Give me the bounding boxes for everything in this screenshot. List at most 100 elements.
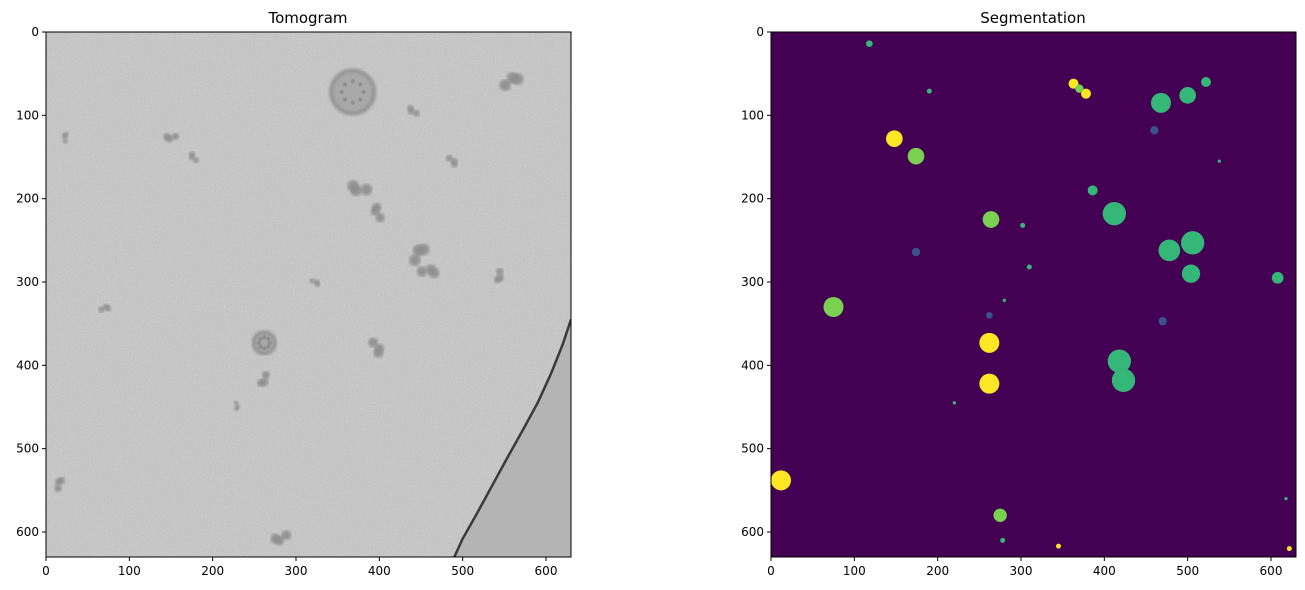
y-tick-label: 600 bbox=[16, 525, 39, 539]
segment-35 bbox=[1286, 546, 1292, 552]
x-tick-label: 200 bbox=[201, 564, 224, 578]
cluster-14 bbox=[270, 530, 291, 545]
cluster-11 bbox=[98, 304, 111, 313]
cluster-2 bbox=[347, 180, 372, 196]
segmentation-title: Segmentation bbox=[980, 9, 1085, 27]
x-tick-label: 500 bbox=[451, 564, 474, 578]
segment-17 bbox=[1181, 264, 1201, 283]
segment-27 bbox=[926, 88, 932, 94]
segment-26 bbox=[986, 312, 993, 319]
x-tick-label: 300 bbox=[1010, 564, 1033, 578]
segment-12 bbox=[1179, 87, 1196, 104]
segment-13 bbox=[1201, 77, 1211, 87]
segment-7 bbox=[982, 211, 1000, 228]
y-tick-label: 200 bbox=[741, 192, 764, 206]
segmentation-segments bbox=[771, 40, 1292, 552]
segment-29 bbox=[1020, 222, 1026, 228]
y-tick-label: 100 bbox=[16, 108, 39, 122]
vesicle-0 bbox=[329, 68, 376, 116]
membrane-region bbox=[454, 319, 571, 557]
y-tick-label: 0 bbox=[756, 25, 764, 39]
segment-6 bbox=[907, 147, 925, 165]
cluster-3 bbox=[371, 203, 385, 222]
tomogram-noise bbox=[46, 32, 571, 557]
y-tick-label: 400 bbox=[741, 358, 764, 372]
x-tick-label: 100 bbox=[843, 564, 866, 578]
segment-25 bbox=[1158, 317, 1167, 326]
x-tick-label: 500 bbox=[1176, 564, 1199, 578]
cluster-13 bbox=[494, 268, 504, 283]
segment-32 bbox=[1056, 543, 1061, 549]
segment-33 bbox=[1000, 537, 1006, 543]
segment-21 bbox=[1271, 272, 1284, 284]
tomogram-image bbox=[46, 32, 571, 557]
segment-5 bbox=[1081, 88, 1091, 99]
segmentation-x-axis: 0 100 200 300 400 500 600 bbox=[767, 557, 1282, 578]
x-tick-label: 100 bbox=[118, 564, 141, 578]
cluster-16 bbox=[62, 132, 69, 144]
segment-23 bbox=[1150, 126, 1159, 135]
segment-0 bbox=[886, 130, 903, 148]
cluster-12 bbox=[446, 155, 458, 167]
cluster-10 bbox=[54, 477, 65, 492]
cluster-7 bbox=[257, 371, 270, 387]
segmentation-axes-frame bbox=[770, 31, 1297, 558]
y-tick-label: 500 bbox=[741, 442, 764, 456]
segment-36 bbox=[1284, 497, 1288, 501]
segment-14 bbox=[1102, 202, 1127, 226]
membrane-edge bbox=[453, 319, 571, 557]
x-tick-label: 0 bbox=[767, 564, 775, 578]
cluster-4 bbox=[409, 244, 429, 266]
segment-20 bbox=[1087, 185, 1098, 196]
y-tick-label: 300 bbox=[741, 275, 764, 289]
tomogram-x-axis: 0 100 200 300 400 500 600 bbox=[42, 557, 557, 578]
tomogram-y-axis: 0 100 200 300 400 500 600 bbox=[16, 25, 46, 539]
segment-22 bbox=[866, 40, 873, 48]
cluster-17 bbox=[499, 72, 524, 91]
x-tick-label: 300 bbox=[285, 564, 308, 578]
segmentation-background bbox=[771, 32, 1296, 557]
segment-16 bbox=[1181, 231, 1205, 255]
segmentation-panel: Segmentation 0 100 200 300 400 500 600 0 100 200… bbox=[741, 9, 1297, 578]
vesicle-1 bbox=[252, 330, 277, 356]
y-tick-label: 200 bbox=[16, 192, 39, 206]
y-tick-label: 0 bbox=[31, 25, 39, 39]
segment-30 bbox=[952, 401, 956, 405]
segment-19 bbox=[1111, 368, 1136, 393]
segment-24 bbox=[911, 247, 921, 257]
x-tick-label: 600 bbox=[1260, 564, 1283, 578]
segment-31 bbox=[1002, 298, 1006, 303]
segment-11 bbox=[1151, 92, 1171, 113]
x-tick-label: 400 bbox=[368, 564, 391, 578]
tomogram-panel: Tomogram 0 100 200 300 400 500 600 0 100 200 300 4… bbox=[16, 9, 572, 578]
x-tick-label: 0 bbox=[42, 564, 50, 578]
segment-34 bbox=[1217, 159, 1222, 163]
y-tick-label: 100 bbox=[741, 108, 764, 122]
cluster-5 bbox=[417, 264, 439, 278]
cluster-18 bbox=[309, 278, 320, 287]
cluster-8 bbox=[163, 133, 179, 142]
tomogram-title: Tomogram bbox=[267, 9, 347, 27]
tomogram-features bbox=[54, 68, 571, 557]
segment-3 bbox=[771, 470, 791, 491]
segmentation-image bbox=[771, 32, 1296, 557]
y-tick-label: 300 bbox=[16, 275, 39, 289]
segment-2 bbox=[979, 373, 1000, 394]
x-tick-label: 200 bbox=[926, 564, 949, 578]
x-tick-label: 400 bbox=[1093, 564, 1116, 578]
segment-9 bbox=[993, 508, 1007, 522]
segment-15 bbox=[1158, 239, 1181, 262]
segment-10 bbox=[1075, 84, 1084, 93]
y-tick-label: 600 bbox=[741, 525, 764, 539]
segment-18 bbox=[1107, 349, 1132, 373]
segment-8 bbox=[823, 297, 844, 317]
y-tick-label: 400 bbox=[16, 358, 39, 372]
cluster-6 bbox=[368, 338, 384, 358]
y-tick-label: 500 bbox=[16, 442, 39, 456]
tomogram-axes-frame bbox=[45, 31, 572, 558]
segment-28 bbox=[1026, 264, 1032, 270]
cluster-15 bbox=[407, 105, 420, 117]
cluster-9 bbox=[189, 151, 199, 163]
cluster-19 bbox=[234, 401, 240, 411]
